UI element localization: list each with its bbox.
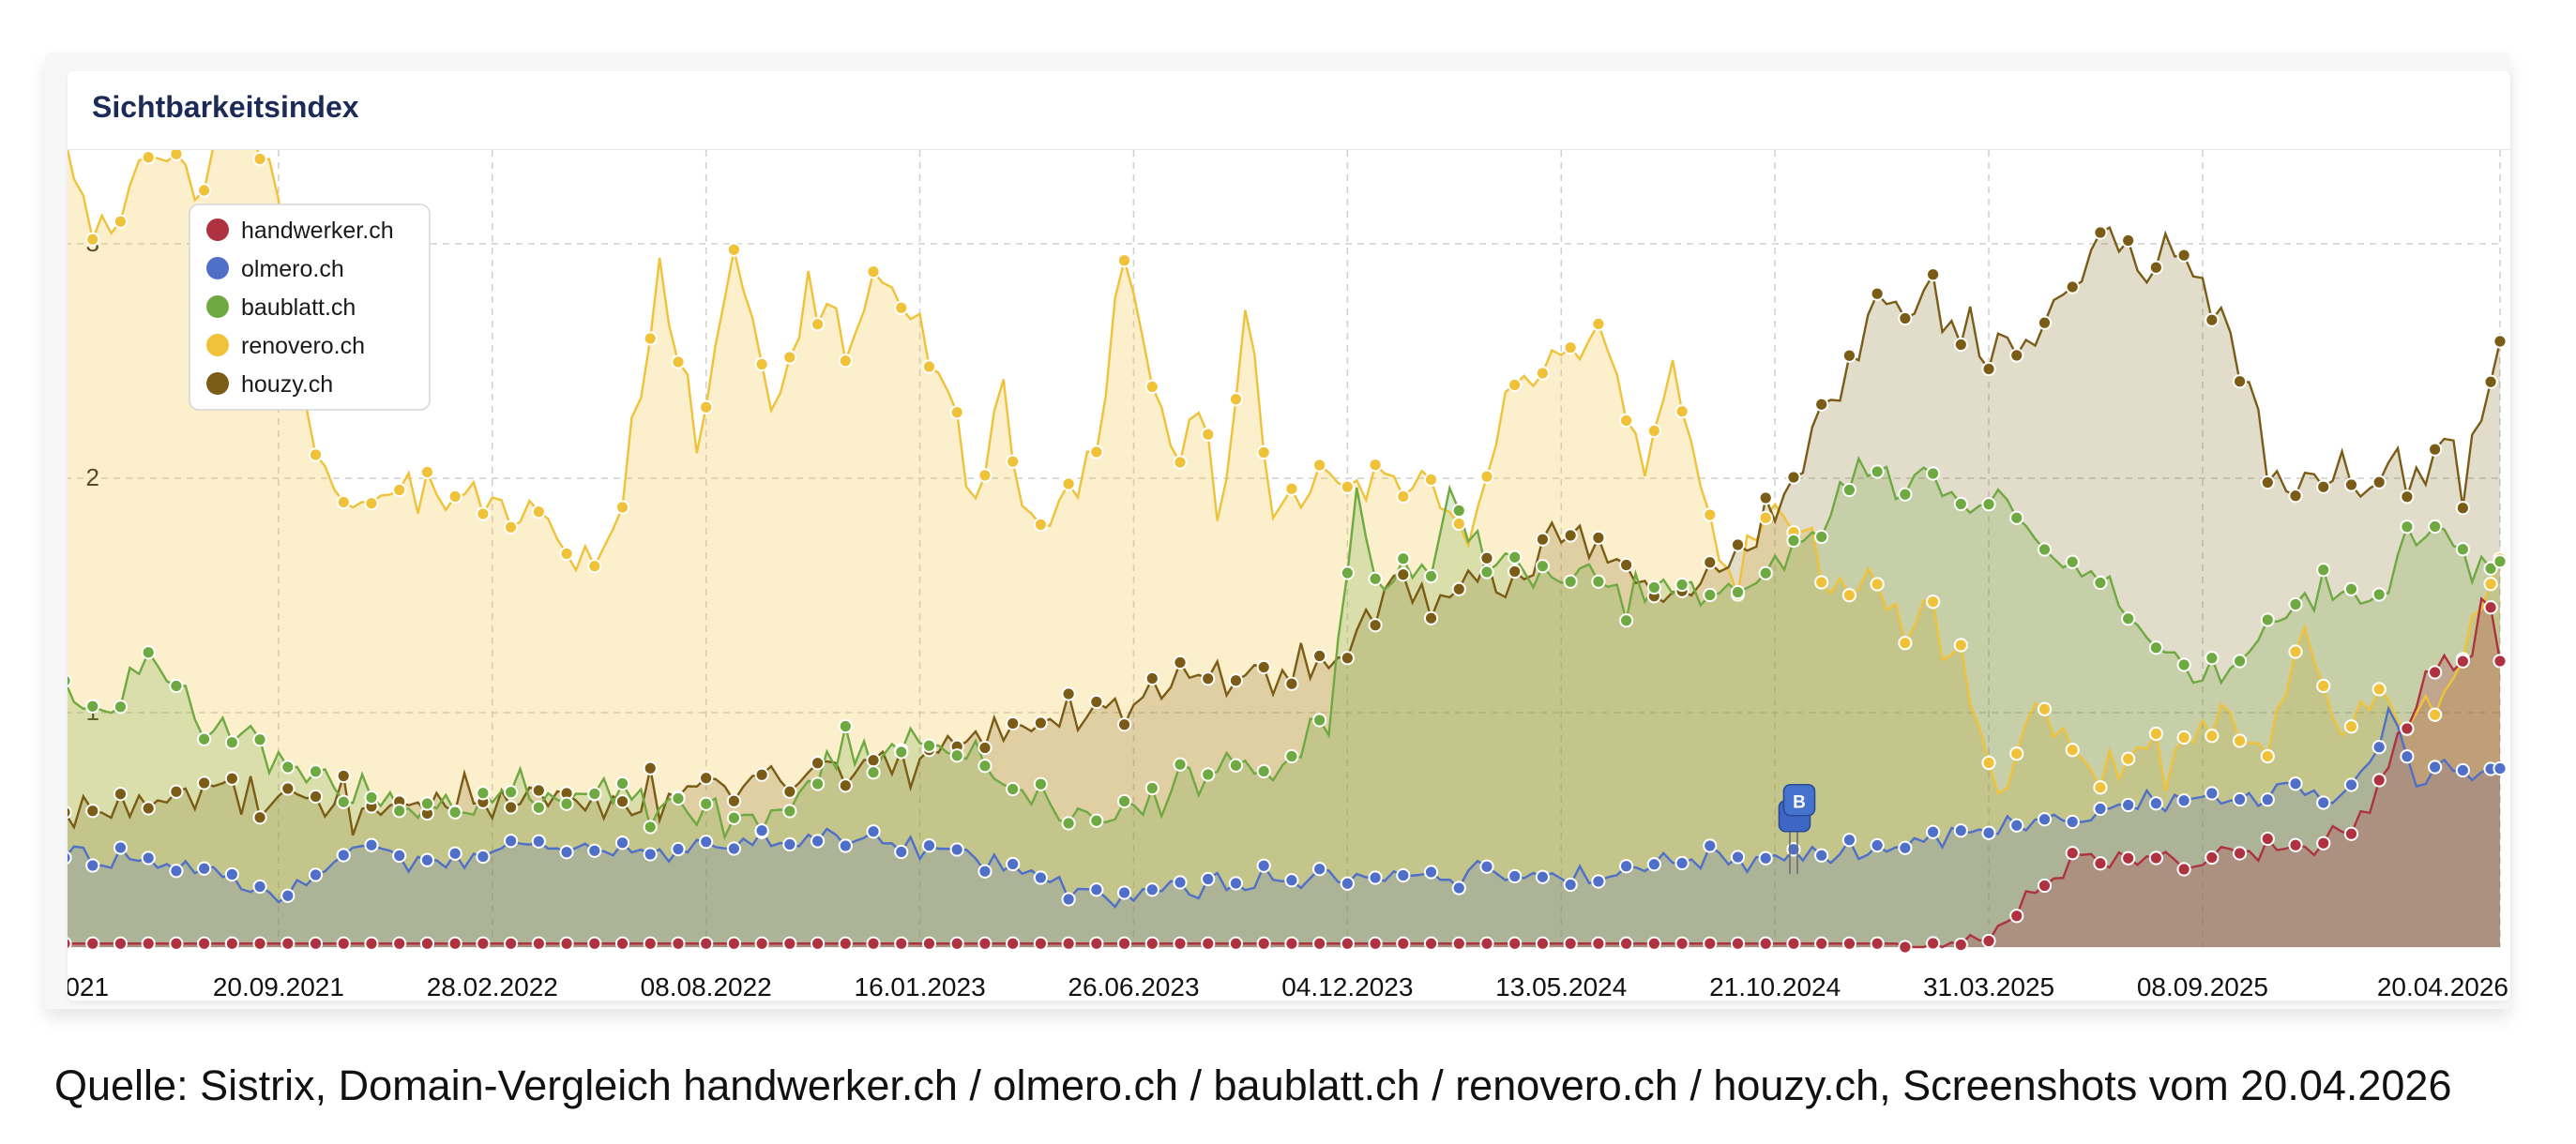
svg-text:16.01.2023: 16.01.2023 [855, 972, 986, 1001]
svg-text:26.06.2023: 26.06.2023 [1068, 972, 1199, 1001]
svg-text:04.12.2023: 04.12.2023 [1281, 972, 1413, 1001]
svg-text:28.02.2022: 28.02.2022 [427, 972, 558, 1001]
svg-text:08.09.2025: 08.09.2025 [2137, 972, 2268, 1001]
svg-text:renovero.ch: renovero.ch [241, 333, 365, 359]
svg-text:houzy.ch: houzy.ch [241, 371, 333, 398]
svg-text:31.03.2025: 31.03.2025 [1923, 972, 2054, 1001]
svg-text:olmero.ch: olmero.ch [241, 256, 344, 282]
svg-text:baublatt.ch: baublatt.ch [241, 294, 356, 321]
svg-text:08.08.2022: 08.08.2022 [641, 972, 772, 1001]
svg-text:handwerker.ch: handwerker.ch [241, 218, 394, 244]
svg-text:B: B [1793, 792, 1806, 812]
svg-text:20.04.2026: 20.04.2026 [2377, 972, 2508, 1001]
svg-text:21.10.2024: 21.10.2024 [1709, 972, 1841, 1001]
svg-text:13.05.2024: 13.05.2024 [1495, 972, 1627, 1001]
svg-text:14.03.2021: 14.03.2021 [68, 972, 109, 1001]
svg-text:20.09.2021: 20.09.2021 [213, 972, 344, 1001]
